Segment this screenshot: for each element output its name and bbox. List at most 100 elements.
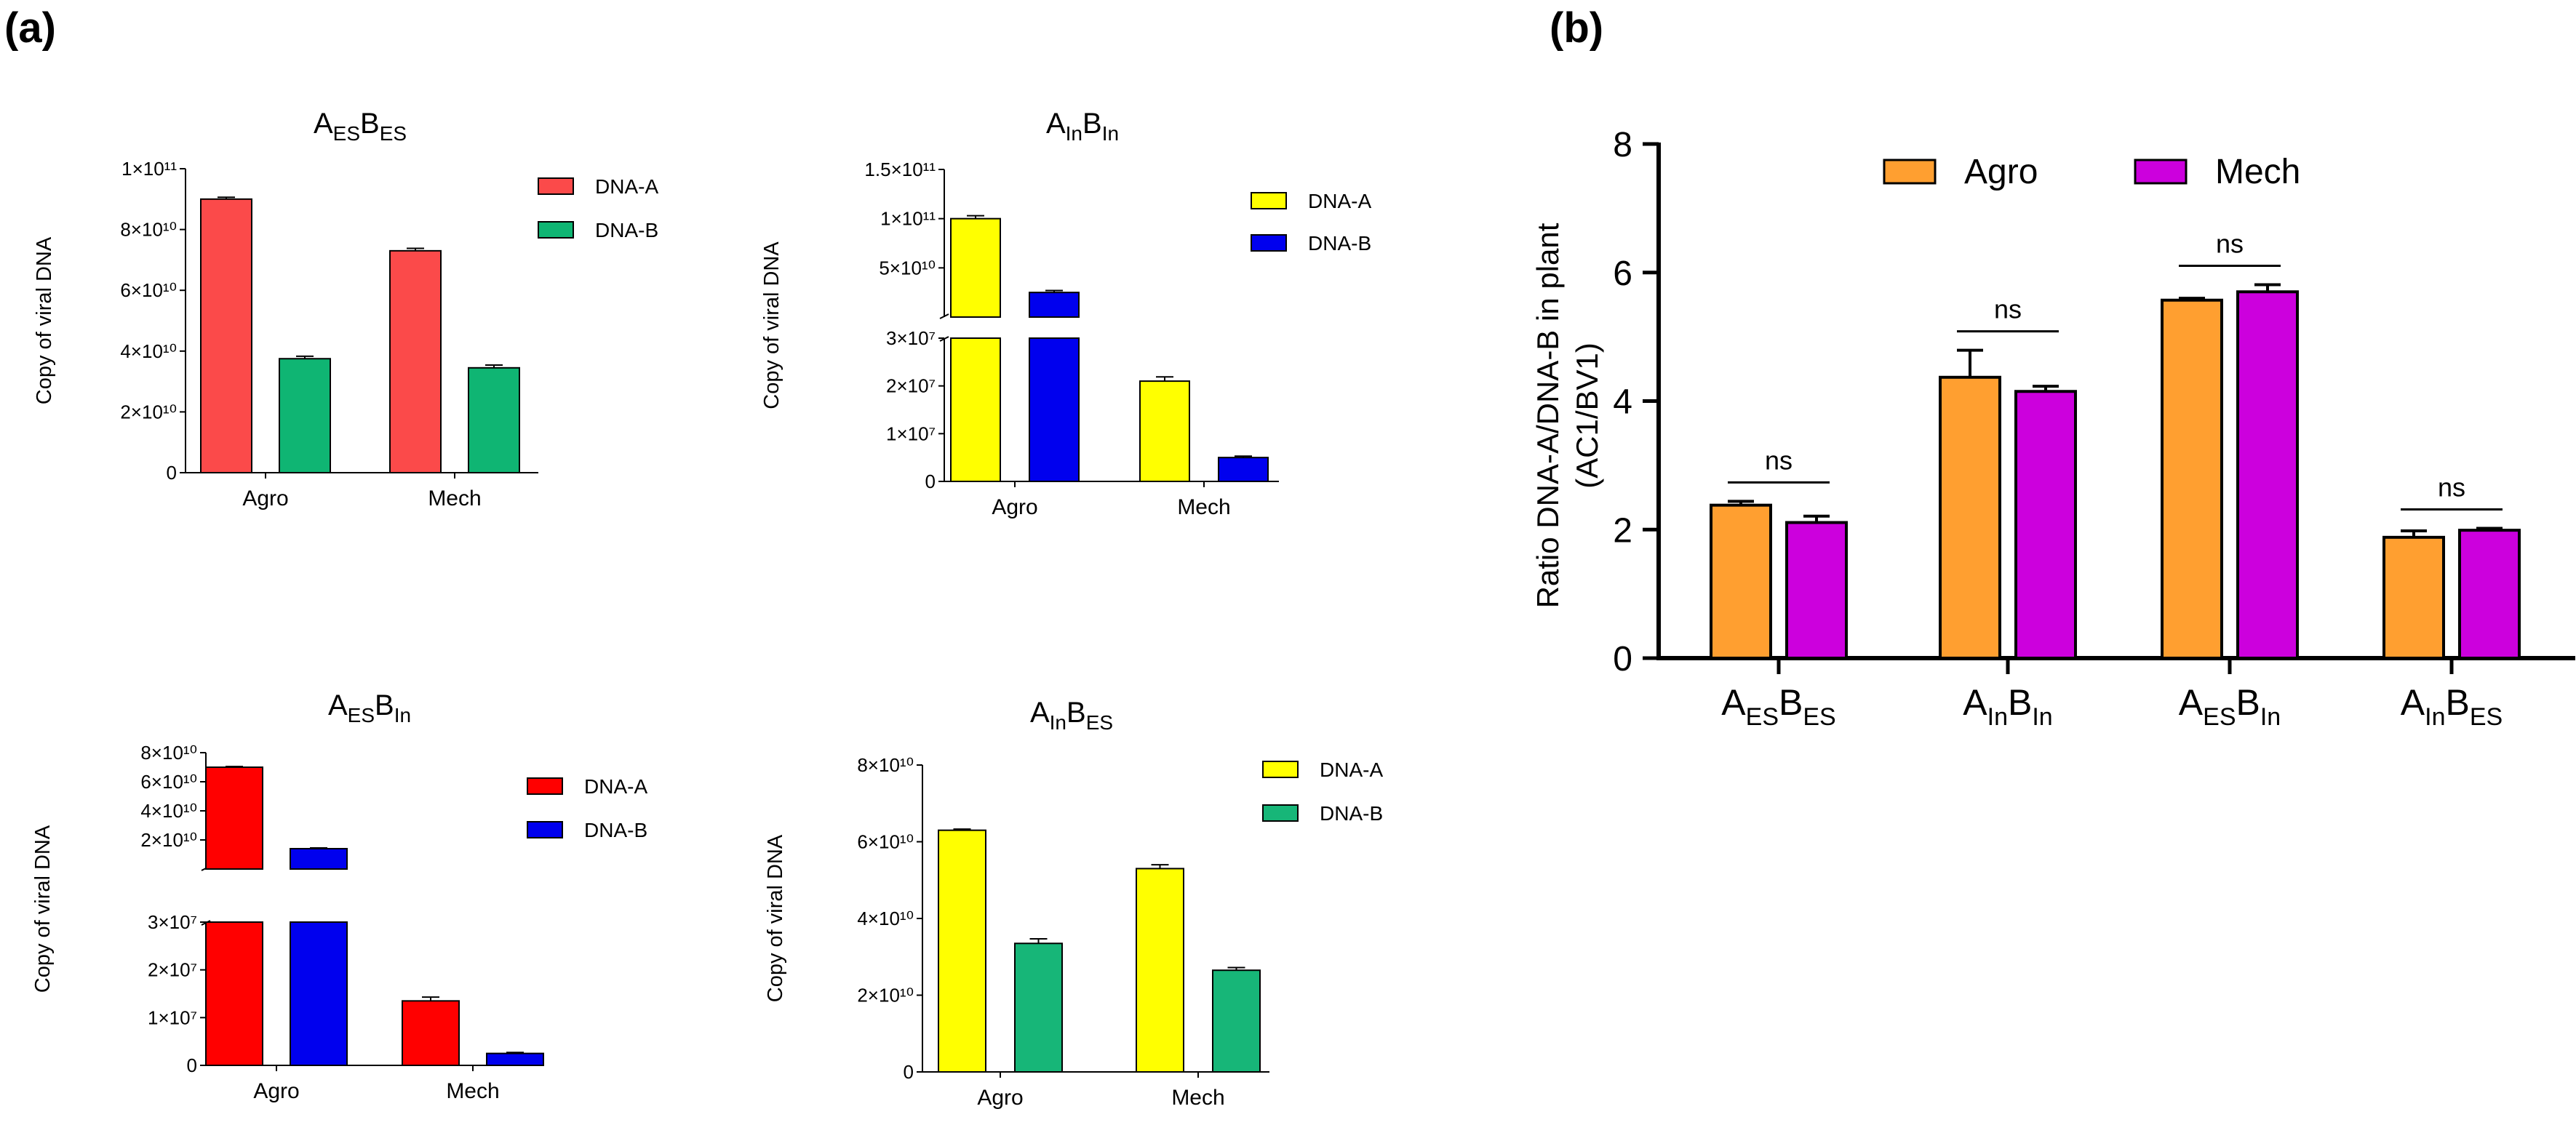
y-tick-label: 1×10¹¹	[880, 208, 936, 230]
y-axis-title: Copy of viral DNA	[33, 236, 56, 404]
y-tick-label: 8×10¹⁰	[140, 742, 197, 764]
x-tick-label: AInBES	[2401, 682, 2503, 731]
legend-label-dna-b: DNA-B	[595, 219, 658, 241]
legend-swatch-dna-a	[538, 177, 574, 195]
x-tick-label: Mech	[428, 487, 481, 511]
legend-swatch-dna-a	[527, 777, 563, 795]
bar-agro-1	[1939, 375, 2001, 660]
y-tick-label: 3×10⁷	[148, 911, 197, 933]
x-tick-label: Mech	[1171, 1086, 1224, 1110]
legend-swatch-dna-b	[1262, 804, 1299, 822]
significance-label: ns	[2216, 229, 2244, 259]
legend-label-dna-b: DNA-B	[1308, 232, 1371, 255]
panel-label-a: (a)	[4, 4, 56, 52]
x-tick-label: Agro	[253, 1079, 299, 1103]
x-tick-label: AInBIn	[1963, 682, 2052, 731]
y-tick-label: 0	[904, 1061, 914, 1083]
bar-dna-a-mech	[389, 249, 442, 473]
significance-label: ns	[2438, 472, 2465, 502]
bar-dna-a-mech	[1136, 868, 1184, 1073]
y-tick-label: 1.5×10¹¹	[864, 159, 936, 180]
y-axis-title: Ratio DNA-A/DNA-B in plant	[1531, 223, 1565, 608]
y-tick-label: 5×10¹⁰	[879, 257, 936, 279]
bar-dna-b-mech	[468, 367, 520, 474]
legend-label-dna-b: DNA-B	[1320, 802, 1383, 825]
legend-label-dna-b: DNA-B	[584, 819, 647, 841]
y-tick-label: 0	[167, 462, 177, 484]
legend-label-agro: Agro	[1964, 153, 2038, 191]
legend-swatch-mech	[2134, 159, 2188, 185]
bar-dna-a-mech	[1139, 380, 1190, 482]
chart-title: AESBIn	[328, 689, 411, 726]
bar-dna-b-mech	[1212, 969, 1261, 1073]
legend-label-dna-a: DNA-A	[1320, 758, 1383, 781]
legend-swatch-dna-a	[1262, 761, 1299, 778]
chart-title: AInBIn	[1046, 108, 1119, 145]
legend-swatch-dna-a	[1251, 192, 1287, 209]
legend-swatch-dna-b	[527, 821, 563, 838]
y-tick-label: 4×10¹⁰	[120, 340, 177, 362]
y-axis-title: Copy of viral DNA	[760, 241, 783, 409]
x-tick-label: AESBES	[1721, 682, 1835, 731]
axis-break-mark	[939, 313, 949, 319]
x-tick-label: Mech	[446, 1079, 499, 1103]
legend-swatch-dna-b	[1251, 234, 1287, 252]
y-tick-label: 6×10¹⁰	[857, 831, 914, 853]
legend-label-dna-a: DNA-A	[584, 775, 647, 798]
bar-dna-b-agro-upper	[290, 848, 348, 870]
y-tick-label: 0	[1613, 640, 1632, 678]
legend-swatch-agro	[1883, 159, 1937, 185]
y-tick-label: 2×10¹⁰	[120, 401, 177, 423]
y-tick-label: 4×10¹⁰	[140, 800, 197, 822]
bar-dna-b-agro-lower	[1029, 337, 1080, 482]
bar-dna-a-agro-upper	[205, 766, 263, 870]
y-tick-label: 8×10¹⁰	[857, 754, 914, 776]
y-tick-label: 0	[187, 1054, 197, 1076]
bar-dna-a-agro-lower	[950, 337, 1001, 482]
y-tick-label: 1×10⁷	[886, 423, 936, 444]
y-tick-label: 2×10¹⁰	[857, 985, 914, 1006]
bar-mech-1	[2014, 390, 2077, 660]
bar-dna-a-agro-lower	[205, 921, 263, 1066]
y-axis-title: Copy of viral DNA	[31, 825, 55, 993]
y-tick-label: 2×10¹⁰	[140, 829, 197, 851]
bar-dna-b-mech	[1218, 457, 1269, 483]
bar-dna-b-agro	[279, 358, 331, 473]
y-tick-label: 2×10⁷	[148, 959, 197, 981]
y-tick-label: 3×10⁷	[886, 327, 936, 349]
y-tick-label: 4	[1613, 383, 1632, 422]
bar-agro-3	[2382, 535, 2445, 660]
legend-label-dna-a: DNA-A	[595, 175, 658, 198]
x-tick-label: Agro	[242, 487, 288, 511]
chart-title: AInBES	[1030, 697, 1113, 734]
bar-dna-b-agro	[1014, 942, 1063, 1073]
bar-dna-b-agro-upper	[1029, 292, 1080, 318]
bar-agro-0	[1710, 503, 1772, 660]
y-axis-title-line2: (AC1/BV1)	[1570, 343, 1604, 489]
legend-swatch-dna-b	[538, 221, 574, 239]
x-tick-label: Mech	[1177, 495, 1230, 519]
legend-label-dna-a: DNA-A	[1308, 190, 1371, 212]
bar-agro-2	[2161, 298, 2223, 660]
y-tick-label: 2	[1613, 511, 1632, 550]
y-tick-label: 1×10¹¹	[121, 158, 177, 180]
y-tick-label: 2×10⁷	[886, 375, 936, 397]
significance-label: ns	[1994, 295, 2022, 324]
x-tick-label: Agro	[992, 495, 1037, 519]
y-tick-label: 4×10¹⁰	[857, 908, 914, 929]
y-tick-label: 6×10¹⁰	[120, 279, 177, 301]
bar-dna-b-agro-lower	[290, 921, 348, 1066]
y-tick-label: 8×10¹⁰	[120, 219, 177, 241]
bar-dna-b-mech	[486, 1052, 544, 1067]
x-tick-label: Agro	[977, 1086, 1023, 1110]
y-tick-label: 6	[1613, 255, 1632, 293]
bar-mech-2	[2236, 290, 2299, 660]
panel-label-b: (b)	[1550, 4, 1603, 52]
bar-mech-0	[1785, 521, 1848, 660]
bar-dna-a-agro-upper	[950, 217, 1001, 318]
x-tick-label: AESBIn	[2179, 682, 2281, 731]
bar-mech-3	[2458, 529, 2521, 660]
bar-dna-a-agro	[938, 829, 986, 1073]
y-tick-label: 6×10¹⁰	[140, 771, 197, 793]
